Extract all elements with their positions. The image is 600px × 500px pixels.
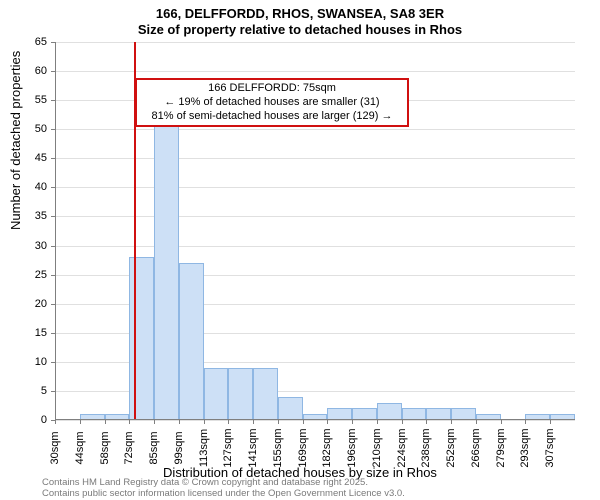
ytick-label: 55: [35, 94, 47, 106]
histogram-plot: 0510152025303540455055606530sqm44sqm58sq…: [55, 42, 575, 420]
ytick-label: 10: [35, 356, 47, 368]
ytick-label: 45: [35, 152, 47, 164]
info-box-line: 81% of semi-detached houses are larger (…: [143, 110, 401, 124]
histogram-bar: [377, 403, 402, 420]
xtick-mark: [253, 420, 254, 424]
xtick-label: 252sqm: [445, 428, 457, 467]
xtick-label: 293sqm: [519, 428, 531, 467]
xtick-label: 113sqm: [198, 429, 210, 467]
ytick-label: 30: [35, 240, 47, 252]
xtick-label: 58sqm: [99, 431, 111, 464]
xtick-label: 44sqm: [74, 431, 86, 464]
xtick-label: 127sqm: [222, 428, 234, 467]
ytick-label: 5: [41, 385, 47, 397]
xtick-label: 238sqm: [420, 428, 432, 467]
ytick-label: 60: [35, 65, 47, 77]
histogram-bar: [228, 368, 253, 420]
ytick-label: 15: [35, 327, 47, 339]
xtick-label: 279sqm: [495, 428, 507, 467]
xtick-label: 307sqm: [544, 428, 556, 467]
xtick-mark: [204, 420, 205, 424]
xtick-label: 224sqm: [396, 428, 408, 467]
xtick-label: 99sqm: [173, 431, 185, 464]
xtick-mark: [451, 420, 452, 424]
xtick-mark: [303, 420, 304, 424]
histogram-bar: [154, 112, 179, 420]
info-box: 166 DELFFORDD: 75sqm← 19% of detached ho…: [135, 78, 409, 127]
ytick-label: 0: [41, 414, 47, 426]
y-axis-line: [55, 42, 56, 420]
xtick-mark: [426, 420, 427, 424]
footer-line-2: Contains public sector information licen…: [42, 489, 405, 499]
xtick-label: 141sqm: [247, 428, 259, 467]
xtick-label: 182sqm: [321, 428, 333, 467]
xtick-mark: [327, 420, 328, 424]
xtick-mark: [154, 420, 155, 424]
ytick-label: 40: [35, 181, 47, 193]
xtick-label: 196sqm: [346, 428, 358, 467]
info-box-line: ← 19% of detached houses are smaller (31…: [143, 96, 401, 110]
ytick-label: 65: [35, 36, 47, 48]
xtick-mark: [476, 420, 477, 424]
xtick-label: 85sqm: [148, 431, 160, 464]
xtick-mark: [501, 420, 502, 424]
xtick-mark: [129, 420, 130, 424]
xtick-mark: [105, 420, 106, 424]
title-line-1: 166, DELFFORDD, RHOS, SWANSEA, SA8 3ER: [0, 6, 600, 21]
histogram-bar: [253, 368, 278, 420]
xtick-mark: [228, 420, 229, 424]
info-box-title: 166 DELFFORDD: 75sqm: [143, 82, 401, 96]
footer-line-1: Contains HM Land Registry data © Crown c…: [42, 478, 405, 488]
xtick-mark: [278, 420, 279, 424]
xtick-label: 155sqm: [272, 428, 284, 467]
footer-attribution: Contains HM Land Registry data © Crown c…: [42, 478, 405, 499]
ytick-label: 50: [35, 123, 47, 135]
xtick-label: 30sqm: [49, 431, 61, 464]
x-axis-line: [55, 419, 575, 420]
xtick-mark: [550, 420, 551, 424]
ytick-label: 20: [35, 298, 47, 310]
xtick-mark: [377, 420, 378, 424]
y-axis-label: Number of detached properties: [8, 51, 23, 230]
xtick-mark: [352, 420, 353, 424]
xtick-label: 72sqm: [123, 431, 135, 464]
xtick-mark: [179, 420, 180, 424]
ytick-label: 25: [35, 269, 47, 281]
xtick-mark: [80, 420, 81, 424]
title-line-2: Size of property relative to detached ho…: [0, 22, 600, 37]
gridline: [55, 420, 575, 421]
xtick-label: 210sqm: [371, 428, 383, 467]
histogram-bar: [179, 263, 204, 420]
xtick-label: 266sqm: [470, 428, 482, 467]
histogram-bar: [204, 368, 229, 420]
xtick-label: 169sqm: [297, 428, 309, 467]
ytick-label: 35: [35, 210, 47, 222]
histogram-bar: [278, 397, 303, 420]
xtick-mark: [525, 420, 526, 424]
xtick-mark: [402, 420, 403, 424]
xtick-mark: [55, 420, 56, 424]
